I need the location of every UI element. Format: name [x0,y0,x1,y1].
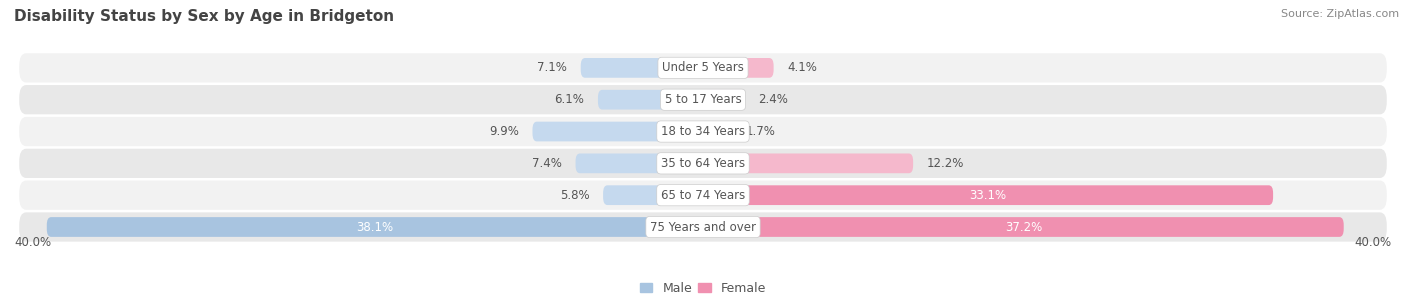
FancyBboxPatch shape [20,53,1386,82]
Text: 33.1%: 33.1% [970,189,1007,202]
FancyBboxPatch shape [575,154,703,173]
Text: 7.1%: 7.1% [537,61,567,74]
Text: Disability Status by Sex by Age in Bridgeton: Disability Status by Sex by Age in Bridg… [14,9,394,24]
Text: 1.7%: 1.7% [747,125,776,138]
FancyBboxPatch shape [20,181,1386,210]
FancyBboxPatch shape [703,154,912,173]
FancyBboxPatch shape [20,149,1386,178]
Text: 2.4%: 2.4% [758,93,787,106]
Text: 5 to 17 Years: 5 to 17 Years [665,93,741,106]
Text: 7.4%: 7.4% [531,157,562,170]
Text: 65 to 74 Years: 65 to 74 Years [661,189,745,202]
Text: 38.1%: 38.1% [356,220,394,233]
Text: 37.2%: 37.2% [1005,220,1042,233]
Text: 5.8%: 5.8% [560,189,589,202]
Text: Under 5 Years: Under 5 Years [662,61,744,74]
Text: 35 to 64 Years: 35 to 64 Years [661,157,745,170]
Text: 40.0%: 40.0% [14,236,51,249]
Legend: Male, Female: Male, Female [636,277,770,300]
FancyBboxPatch shape [603,185,703,205]
FancyBboxPatch shape [703,58,773,78]
Text: Source: ZipAtlas.com: Source: ZipAtlas.com [1281,9,1399,19]
Text: 12.2%: 12.2% [927,157,965,170]
Text: 9.9%: 9.9% [489,125,519,138]
FancyBboxPatch shape [703,217,1344,237]
FancyBboxPatch shape [533,122,703,141]
FancyBboxPatch shape [703,185,1272,205]
FancyBboxPatch shape [20,85,1386,114]
Text: 6.1%: 6.1% [554,93,583,106]
Text: 75 Years and over: 75 Years and over [650,220,756,233]
FancyBboxPatch shape [703,122,733,141]
FancyBboxPatch shape [20,117,1386,146]
FancyBboxPatch shape [581,58,703,78]
Text: 40.0%: 40.0% [1355,236,1392,249]
FancyBboxPatch shape [598,90,703,109]
FancyBboxPatch shape [20,212,1386,242]
FancyBboxPatch shape [703,90,744,109]
Text: 18 to 34 Years: 18 to 34 Years [661,125,745,138]
Text: 4.1%: 4.1% [787,61,817,74]
FancyBboxPatch shape [46,217,703,237]
